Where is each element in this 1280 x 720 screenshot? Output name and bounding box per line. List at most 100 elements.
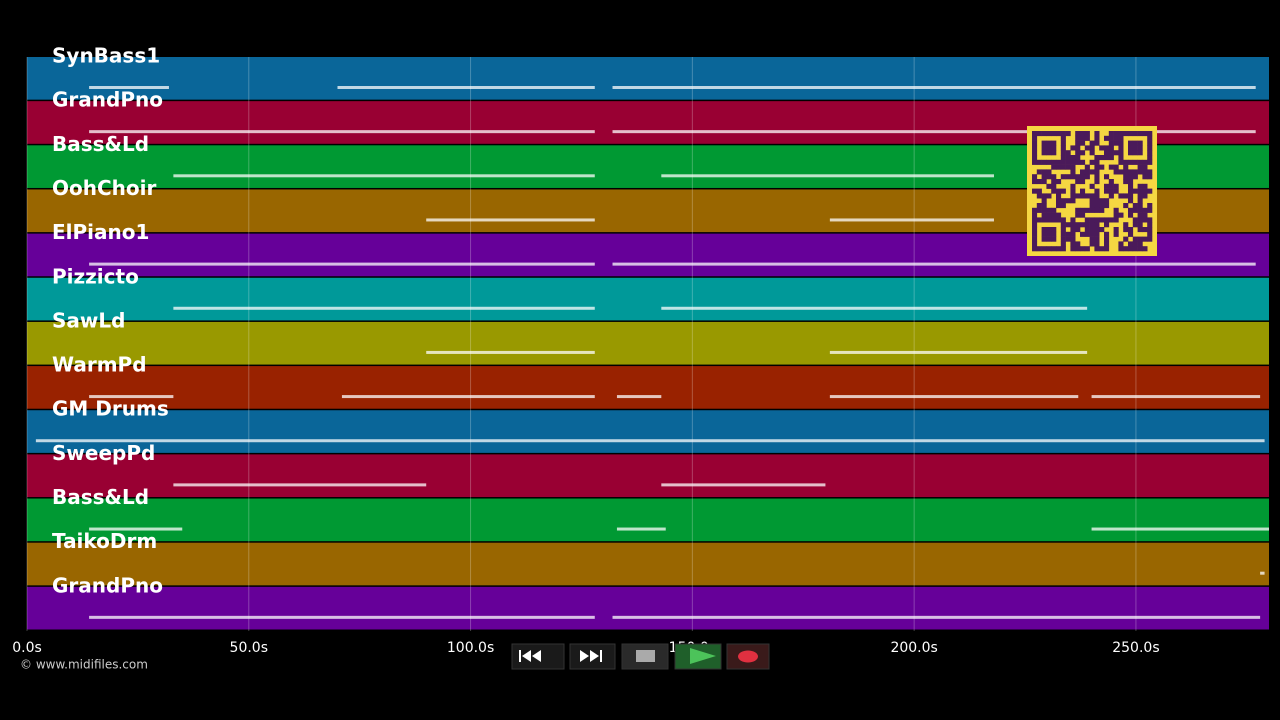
qr-cell (1147, 135, 1153, 141)
qr-cell (1051, 174, 1057, 180)
note-segment (173, 483, 427, 487)
note-segment (1260, 571, 1265, 575)
qr-cell (1132, 159, 1138, 165)
qr-cell (1041, 179, 1047, 185)
qr-cell (1080, 131, 1086, 137)
qr-cell (1084, 227, 1090, 233)
qr-cell (1108, 135, 1114, 141)
note-segment (337, 86, 595, 89)
qr-cell (1051, 217, 1057, 223)
qr-cell (1080, 222, 1086, 228)
note-segment (35, 439, 1265, 443)
qr-cell (1060, 131, 1066, 137)
qr-cell (1113, 164, 1119, 170)
x-tick-label: 250.0s (1112, 640, 1159, 656)
qr-cell (1084, 222, 1090, 228)
qr-cell (1104, 236, 1110, 242)
qr-cell (1128, 212, 1134, 218)
qr-cell (1094, 217, 1100, 223)
qr-cell (1118, 155, 1124, 161)
qr-cell (1075, 222, 1081, 228)
qr-cell (1113, 217, 1119, 223)
note-segment (661, 306, 1088, 310)
qr-cell (1070, 155, 1076, 161)
qr-cell (1041, 131, 1047, 137)
qr-cell (1094, 231, 1100, 237)
qr-cell (1128, 131, 1134, 137)
qr-cell (1099, 217, 1105, 223)
qr-cell (1128, 174, 1134, 180)
qr-cell (1099, 198, 1105, 204)
fast-forward-button[interactable] (569, 643, 616, 670)
qr-cell (1118, 212, 1124, 218)
qr-cell (1094, 222, 1100, 228)
track-name: TaikoDrm (52, 529, 157, 553)
qr-cell (1132, 174, 1138, 180)
note-segment (829, 218, 994, 222)
qr-cell (1142, 217, 1148, 223)
qr-cell (1032, 241, 1038, 247)
stop-button[interactable] (621, 643, 669, 670)
qr-cell (1132, 236, 1138, 242)
note-segment (1091, 527, 1269, 531)
qr-cell (1060, 150, 1066, 156)
qr-cell (1065, 155, 1071, 161)
play-button[interactable] (674, 643, 722, 670)
qr-cell (1123, 193, 1129, 199)
qr-cell (1036, 207, 1042, 213)
qr-cell (1080, 140, 1086, 146)
qr-cell (1051, 231, 1057, 237)
qr-cell (1123, 236, 1129, 242)
qr-cell (1056, 131, 1062, 137)
qr-cell (1118, 131, 1124, 137)
qr-cell (1060, 217, 1066, 223)
qr-cell (1132, 169, 1138, 175)
qr-cell (1108, 193, 1114, 199)
qr-cell (1123, 246, 1129, 252)
qr-cell (1060, 145, 1066, 151)
qr-cell (1099, 155, 1105, 161)
qr-cell (1132, 145, 1138, 151)
track-row (27, 542, 1269, 586)
rewind-button[interactable] (511, 643, 565, 670)
qr-cell (1137, 207, 1143, 213)
qr-cell (1118, 135, 1124, 141)
qr-cell (1084, 231, 1090, 237)
qr-cell (1142, 193, 1148, 199)
qr-cell (1104, 203, 1110, 209)
qr-cell (1080, 135, 1086, 141)
qr-cell (1032, 212, 1038, 218)
qr-cell (1060, 188, 1066, 194)
note-segment (616, 527, 666, 531)
qr-cell (1104, 145, 1110, 151)
track-row (27, 366, 1269, 409)
qr-cell (1051, 183, 1057, 189)
qr-cell (1046, 169, 1052, 175)
record-button[interactable] (726, 643, 770, 670)
qr-cell (1147, 150, 1153, 156)
qr-cell (1132, 150, 1138, 156)
qr-cell (1046, 227, 1052, 233)
qr-cell (1089, 159, 1095, 165)
qr-cell (1070, 227, 1076, 233)
qr-cell (1137, 193, 1143, 199)
note-segment (426, 218, 595, 222)
qr-cell (1075, 135, 1081, 141)
qr-cell (1113, 135, 1119, 141)
qr-cell (1128, 159, 1134, 165)
qr-cell (1084, 246, 1090, 252)
qr-cell (1113, 188, 1119, 194)
qr-cell (1128, 188, 1134, 194)
note-segment (341, 395, 595, 399)
qr-cell (1051, 159, 1057, 165)
track-name: Pizzicto (52, 264, 139, 288)
qr-cell (1094, 203, 1100, 209)
qr-cell (1113, 227, 1119, 233)
qr-cell (1041, 246, 1047, 252)
qr-cell (1128, 227, 1134, 233)
qr-cell (1041, 217, 1047, 223)
qr-cell (1070, 217, 1076, 223)
qr-cell (1094, 164, 1100, 170)
qr-cell (1104, 183, 1110, 189)
qr-cell (1089, 241, 1095, 247)
